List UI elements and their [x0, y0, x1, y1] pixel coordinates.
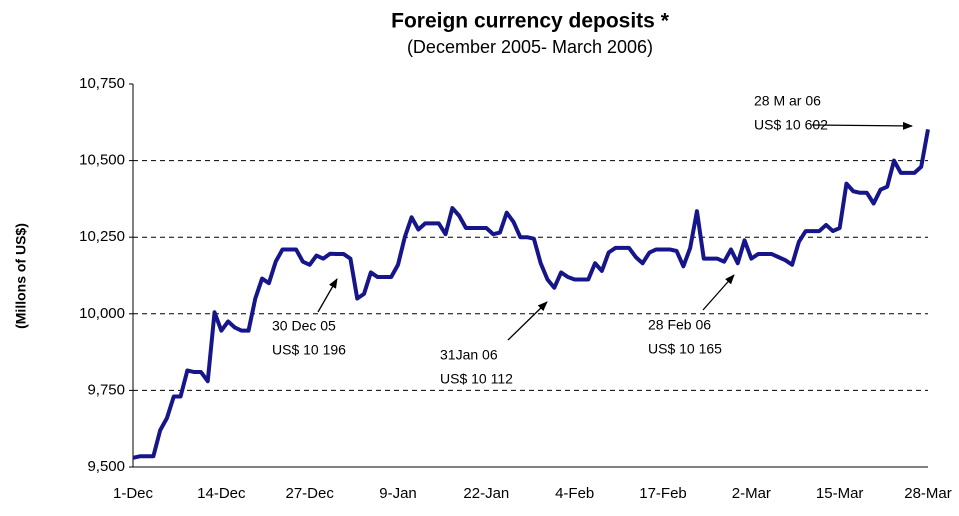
- y-tick-label: 10,250: [79, 228, 125, 245]
- arrow: [811, 121, 913, 130]
- y-tick-label: 10,750: [79, 75, 125, 92]
- annotation: 31Jan 06: [440, 347, 498, 363]
- x-tick-label: 1-Dec: [113, 485, 154, 502]
- y-tick-label: 10,500: [79, 152, 125, 169]
- x-tick-label: 2-Mar: [732, 485, 771, 502]
- x-tick-label: 15-Mar: [816, 485, 864, 502]
- annotation: US$ 10 165: [648, 341, 722, 357]
- x-tick-label: 22-Jan: [463, 485, 509, 502]
- arrow: [702, 274, 735, 311]
- series-line: [132, 128, 930, 460]
- arrow: [507, 301, 548, 341]
- annotation: 28 M ar 06: [754, 93, 821, 109]
- chart-title: Foreign currency deposits *: [391, 10, 670, 33]
- x-tick-label: 28-Mar: [904, 485, 952, 502]
- annotation: US$ 10 112: [440, 371, 513, 387]
- annotation: US$ 10 196: [272, 342, 346, 358]
- x-tick-label: 27-Dec: [285, 485, 334, 502]
- x-tick-label: 4-Feb: [555, 485, 594, 502]
- annotation: 30 Dec 05: [272, 318, 336, 334]
- annotation: 28 Feb 06: [648, 317, 711, 333]
- y-tick-label: 9,500: [87, 458, 125, 475]
- annotation: US$ 10 602: [754, 117, 828, 133]
- y-tick-label: 10,000: [79, 305, 125, 322]
- arrow: [317, 278, 338, 313]
- x-tick-label: 14-Dec: [197, 485, 246, 502]
- arrows: [317, 121, 913, 341]
- chart-subtitle: (December 2005- March 2006): [407, 37, 653, 57]
- x-tick-label: 9-Jan: [379, 485, 417, 502]
- y-tick-label: 9,750: [87, 381, 125, 398]
- x-tick-label: 17-Feb: [639, 485, 687, 502]
- y-axis-label: (Millons of US$): [13, 223, 29, 329]
